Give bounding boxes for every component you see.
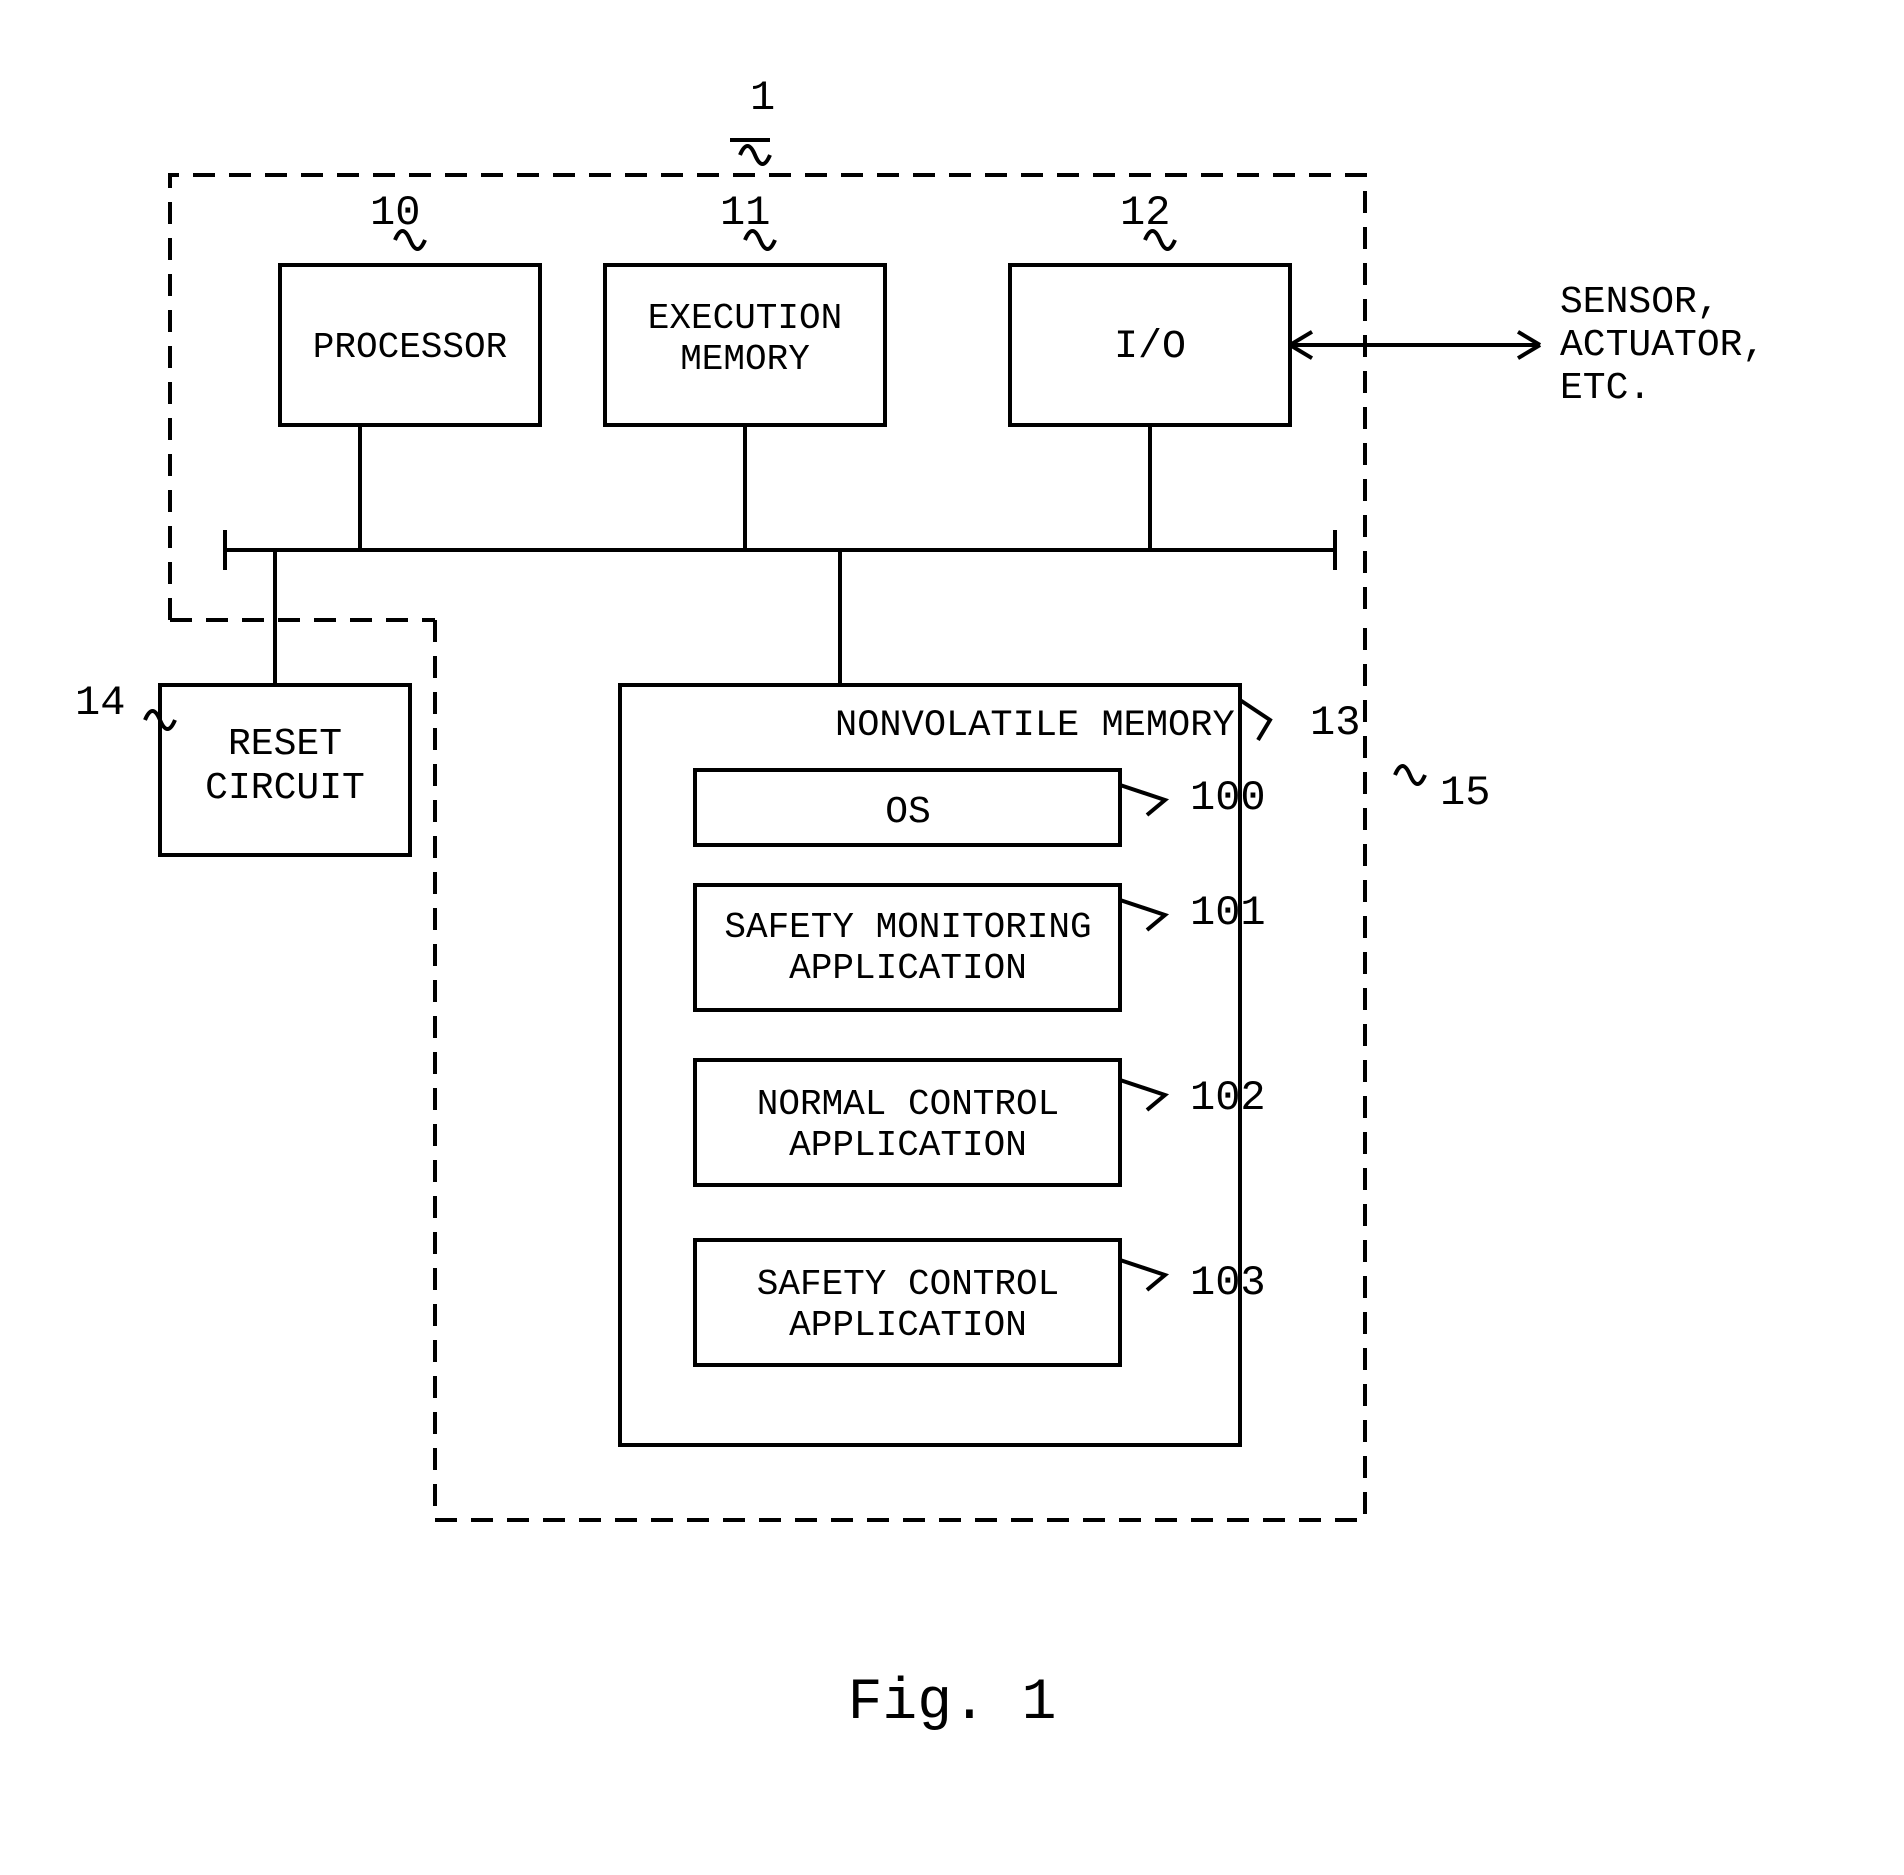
ref-r101: 101	[1190, 889, 1266, 937]
block-io: I/O	[750, 325, 1550, 371]
block-safety_mon: SAFETY MONITORINGAPPLICATION	[508, 907, 1308, 990]
ref-r100: 100	[1190, 774, 1266, 822]
ref-r10: 10	[370, 189, 420, 237]
block-safety_ctl: SAFETY CONTROLAPPLICATION	[508, 1264, 1308, 1347]
block-normal: NORMAL CONTROLAPPLICATION	[508, 1084, 1308, 1167]
ref-r11: 11	[720, 189, 770, 237]
block-os: OS	[508, 791, 1308, 835]
ref-r103: 103	[1190, 1259, 1266, 1307]
ref-r15: 15	[1440, 769, 1490, 817]
ref-r13: 13	[1310, 699, 1360, 747]
ref-r1: 1	[750, 74, 775, 122]
ext-sensor-label: SENSOR,ACTUATOR,ETC.	[1560, 281, 1765, 410]
ref-r12: 12	[1120, 189, 1170, 237]
figure-caption: Fig. 1	[552, 1671, 1352, 1736]
nvm-title: NONVOLATILE MEMORY	[835, 705, 1235, 748]
ref-r14: 14	[75, 679, 125, 727]
ref-r102: 102	[1190, 1074, 1266, 1122]
